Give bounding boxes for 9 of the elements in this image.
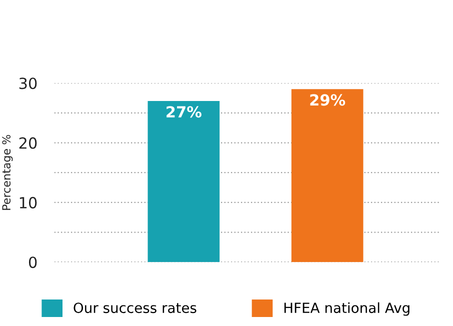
- legend-label: HFEA national Avg: [284, 302, 410, 316]
- y-axis-title: Percentage %: [2, 134, 13, 210]
- y-tick-label: 20: [19, 137, 37, 149]
- data-label: 27%: [166, 106, 202, 118]
- y-tick-label: 30: [19, 78, 37, 90]
- data-label: 29%: [310, 94, 346, 106]
- y-tick-label: 10: [20, 196, 37, 208]
- y-tick-label: 0: [28, 256, 37, 268]
- legend-label: Our success rates: [74, 302, 196, 314]
